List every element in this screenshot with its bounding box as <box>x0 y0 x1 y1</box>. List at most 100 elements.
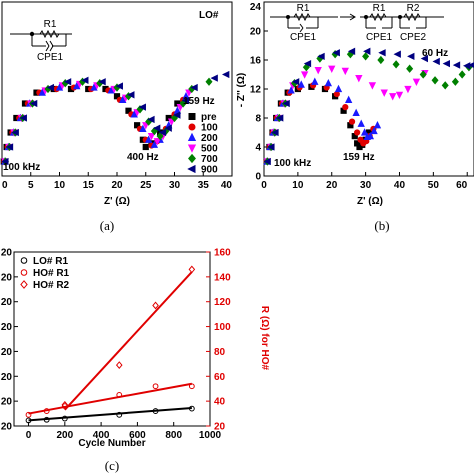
panel-a-point <box>130 110 138 118</box>
panel-b-point <box>352 108 360 117</box>
panel-b-point <box>412 78 421 86</box>
panel-a-circuit-r1: R1 <box>44 19 57 30</box>
panel-b-point <box>311 77 319 85</box>
panel-a-point <box>81 76 89 84</box>
panel-a-points <box>0 70 230 166</box>
panel-a-point <box>55 83 64 91</box>
panel-b-point <box>355 75 363 83</box>
panel-a-point <box>205 77 213 86</box>
panel-b-point <box>407 52 415 61</box>
panel-a-circuit-cpe1: CPE1 <box>37 52 64 63</box>
panel-b-point <box>302 63 310 72</box>
panel-b-point <box>370 126 378 135</box>
panel-b-circuit1-r1: R1 <box>297 3 310 14</box>
panel-c-point <box>188 383 195 390</box>
panel-c-point <box>61 400 69 409</box>
panel-a-point <box>90 83 98 91</box>
panel-b-point <box>452 61 461 69</box>
panel-a-legend-label: 100 <box>201 123 218 134</box>
panel-b-point <box>328 65 336 73</box>
panel-c-x-tick-label: 200 <box>56 430 73 441</box>
panel-b-point <box>360 128 369 136</box>
panel-c-fit-line <box>28 406 192 422</box>
panel-a-x-tick-label: 15 <box>83 180 95 191</box>
panel-a-equivalent-circuit: R1 CPE1 <box>10 19 72 63</box>
panel-a-point <box>11 128 19 137</box>
panel-a-legend-marker <box>188 113 196 120</box>
panel-b-points <box>263 47 474 166</box>
panel-b-point <box>267 143 275 151</box>
panel-c-right-tick-label: 20 <box>214 422 226 433</box>
panel-c-legend-marker <box>20 280 28 289</box>
panel-c-right-tick-label: 160 <box>214 248 231 259</box>
panel-a-annotation-400hz: 400 Hz <box>127 152 159 163</box>
panel-c-left-tick-label: 20 <box>1 272 13 283</box>
panel-a-x-tick-label: 0 <box>2 180 8 191</box>
panel-c-left-tick-label: 20 <box>1 347 13 358</box>
caption-a: (a) <box>100 218 114 233</box>
panel-a-point <box>144 135 153 143</box>
panel-b-point <box>389 93 397 101</box>
panel-b-point <box>363 47 371 55</box>
panel-a-legend-label: 500 <box>201 144 218 155</box>
panel-b-point <box>332 49 340 57</box>
panel-b-point <box>347 47 356 55</box>
panel-a-x-tick-label: 10 <box>54 180 66 191</box>
panel-a-point <box>153 138 161 146</box>
panel-c-left-tick-label: 20 <box>1 397 13 408</box>
caption-c: (c) <box>105 458 119 473</box>
panel-b-point <box>263 157 271 166</box>
panel-b-point <box>406 64 414 73</box>
panel-a-point <box>190 83 198 92</box>
panel-c-plot-frame <box>13 251 211 427</box>
panel-b-point <box>300 71 309 79</box>
panel-a-legend-marker <box>188 153 196 164</box>
panel-b-point <box>404 85 412 94</box>
panel-b-point <box>342 104 349 111</box>
panel-c-legend-marker <box>20 257 28 264</box>
panel-c-points <box>25 265 196 424</box>
panel-a-point <box>167 118 176 126</box>
panel-a-point <box>210 74 218 82</box>
panel-b-point <box>314 67 322 75</box>
panel-a-point <box>176 104 184 112</box>
panel-c-left-tick-label: 20 <box>1 372 13 383</box>
panel-c-right-tick-label: 40 <box>214 397 226 408</box>
panel-a-point <box>98 78 106 86</box>
panel-b-x-tick-label: 0 <box>261 180 267 191</box>
panel-a-point <box>147 133 156 141</box>
panel-a-point <box>127 91 135 99</box>
panel-c-right-tick-label: 60 <box>214 372 226 383</box>
panel-a-legend-marker <box>188 123 196 131</box>
panel-b-circuit2-r1: R1 <box>373 3 386 14</box>
panel-a-point <box>158 128 167 137</box>
panel-a-x-tick-label: 40 <box>221 180 233 191</box>
panel-c-x-tick-label: 600 <box>129 430 146 441</box>
panel-a-point <box>139 124 147 132</box>
panel-b-x-axis-label: Z' (Ω) <box>357 196 383 207</box>
panel-c-left-tick-label: 20 <box>1 322 13 333</box>
panel-b-annotation-159hz: 159 Hz <box>343 152 375 163</box>
panel-c-point <box>116 411 123 418</box>
panel-a-point <box>147 115 155 124</box>
panel-a-chart: 0 5 10 15 20 25 30 35 40 R1 CPE1 LO# 159 Hz 400 … <box>0 1 233 233</box>
panel-a-point <box>173 111 181 119</box>
panel-b-y-tick-label: 0 <box>255 172 261 183</box>
panel-b-point <box>432 57 440 66</box>
panel-a-title: LO# <box>199 10 219 21</box>
panel-b-point <box>317 52 325 61</box>
panel-b-point <box>366 131 375 140</box>
panel-a-point <box>181 96 190 105</box>
panel-a-point <box>46 83 54 92</box>
panel-a-point <box>150 140 159 148</box>
panel-a-point <box>164 124 172 132</box>
panel-c-fit-line <box>64 271 193 411</box>
panel-b-x-tick-label: 30 <box>360 180 372 191</box>
panel-c-legend-label: LO# R1 <box>33 256 68 267</box>
panel-b-x-tick-label: 10 <box>292 180 304 191</box>
panel-c-fit-lines <box>28 271 193 422</box>
panel-a-point <box>19 114 27 122</box>
panel-c-left-tick-label: 20 <box>1 297 13 308</box>
panel-b-point <box>420 54 428 63</box>
